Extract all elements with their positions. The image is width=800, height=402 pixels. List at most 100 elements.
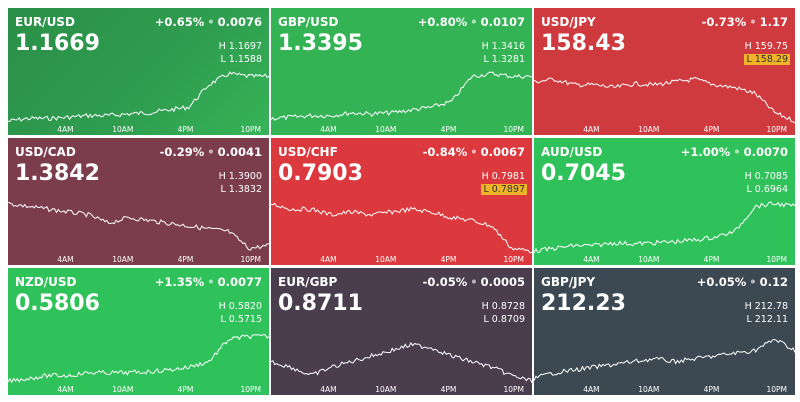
pair-name: USD/CHF — [278, 145, 338, 159]
low-value: 1.3281 — [491, 54, 525, 65]
change: -0.05% • 0.0005 — [423, 275, 525, 289]
change: -0.84% • 0.0067 — [423, 145, 525, 159]
high-label: H — [218, 41, 226, 52]
pair-name: USD/CAD — [15, 145, 76, 159]
time-label: 4PM — [704, 255, 720, 264]
pair-name: NZD/USD — [15, 275, 77, 289]
time-label: 10AM — [112, 385, 133, 394]
time-label: 10PM — [503, 385, 524, 394]
high-label: H — [481, 301, 489, 312]
high-label: H — [218, 301, 226, 312]
time-label: 4AM — [583, 255, 599, 264]
change: -0.73% • 1.17 — [702, 15, 788, 29]
high-label: H — [218, 171, 226, 182]
low: L 0.8709 — [483, 314, 525, 325]
change-percent: -0.84% — [422, 145, 468, 159]
low: L 0.5715 — [220, 314, 262, 325]
sparkline-chart: 4AM 10AM 4PM 10PM — [8, 71, 269, 134]
time-label: 10PM — [240, 125, 261, 134]
high: H 0.7981 — [482, 171, 525, 182]
change-diff: 0.0070 — [743, 145, 788, 159]
low: L 0.7897 — [481, 184, 527, 195]
sparkline — [271, 71, 532, 121]
time-label: 10AM — [375, 255, 396, 264]
sparkline — [271, 341, 532, 384]
price: 1.3395 — [278, 31, 363, 56]
sparkline-chart: 4AM 10AM 4PM 10PM — [271, 341, 532, 394]
sparkline-chart: 4AM 10AM 4PM 10PM — [534, 338, 795, 394]
currency-tile: 4AM 10AM 4PM 10PM NZD/USD +1.35% • 0.0077 0.5806… — [8, 268, 269, 395]
low-value: 0.6964 — [754, 184, 788, 195]
high-value: 0.5820 — [228, 301, 262, 312]
time-label: 10PM — [766, 385, 787, 394]
separator: • — [733, 145, 741, 159]
pair-name: USD/JPY — [541, 15, 596, 29]
sparkline-chart: 4AM 10AM 4PM 10PM — [534, 76, 795, 134]
low-value: 0.7897 — [491, 184, 525, 195]
high-label: H — [481, 171, 489, 182]
low-value: 158.29 — [754, 54, 788, 65]
change-percent: -0.29% — [159, 145, 205, 159]
low: L 0.6964 — [746, 184, 788, 195]
change: +1.00% • 0.0070 — [681, 145, 788, 159]
high: H 0.7085 — [745, 171, 788, 182]
low-label: L — [483, 54, 489, 65]
high-value: 159.75 — [754, 41, 788, 52]
separator: • — [749, 275, 757, 289]
low-label: L — [220, 184, 226, 195]
change-diff: 0.0041 — [217, 145, 262, 159]
sparkline — [8, 71, 269, 122]
pair-name: EUR/USD — [15, 15, 75, 29]
separator: • — [207, 275, 215, 289]
time-label: 4AM — [320, 255, 336, 264]
low-label: L — [220, 314, 226, 325]
high-value: 1.3900 — [228, 171, 262, 182]
low: L 1.1588 — [220, 54, 262, 65]
currency-tile: 4AM 10AM 4PM 10PM USD/CAD -0.29% • 0.0041 1.3842… — [8, 138, 269, 265]
time-label: 4PM — [178, 125, 194, 134]
time-label: 10PM — [503, 125, 524, 134]
sparkline — [534, 201, 795, 254]
separator: • — [749, 15, 757, 29]
low-label: L — [483, 314, 489, 325]
high-label: H — [481, 41, 489, 52]
time-label: 10PM — [766, 255, 787, 264]
change-diff: 0.0067 — [480, 145, 525, 159]
time-label: 4AM — [57, 125, 73, 134]
change-diff: 1.17 — [759, 15, 788, 29]
change-percent: +0.05% — [696, 275, 747, 289]
time-label: 4AM — [57, 385, 73, 394]
high: H 0.8728 — [482, 301, 525, 312]
price: 158.43 — [541, 31, 626, 56]
sparkline-chart: 4AM 10AM 4PM 10PM — [271, 202, 532, 264]
change-diff: 0.0107 — [480, 15, 525, 29]
time-label: 10AM — [112, 125, 133, 134]
price: 0.7903 — [278, 161, 363, 186]
sparkline — [534, 338, 795, 381]
low: L 158.29 — [744, 54, 790, 65]
sparkline-chart: 4AM 10AM 4PM 10PM — [271, 71, 532, 134]
sparkline — [8, 201, 269, 251]
time-label: 4PM — [441, 255, 457, 264]
change: +1.35% • 0.0077 — [155, 275, 262, 289]
low-label: L — [483, 184, 489, 195]
low-value: 212.11 — [754, 314, 788, 325]
currency-tile: 4AM 10AM 4PM 10PM EUR/GBP -0.05% • 0.0005 0.8711… — [271, 268, 532, 395]
low-value: 0.8709 — [491, 314, 525, 325]
change-diff: 0.12 — [759, 275, 788, 289]
low-label: L — [746, 54, 752, 65]
change: +0.05% • 0.12 — [697, 275, 788, 289]
time-label: 10AM — [112, 255, 133, 264]
price: 212.23 — [541, 291, 626, 316]
high-value: 0.7981 — [491, 171, 525, 182]
time-label: 4AM — [583, 125, 599, 134]
time-label: 4AM — [320, 385, 336, 394]
separator: • — [207, 15, 215, 29]
high: H 1.3416 — [482, 41, 525, 52]
time-label: 10AM — [638, 385, 659, 394]
separator: • — [470, 275, 478, 289]
high-value: 1.3416 — [491, 41, 525, 52]
separator: • — [470, 145, 478, 159]
pair-name: GBP/JPY — [541, 275, 596, 289]
